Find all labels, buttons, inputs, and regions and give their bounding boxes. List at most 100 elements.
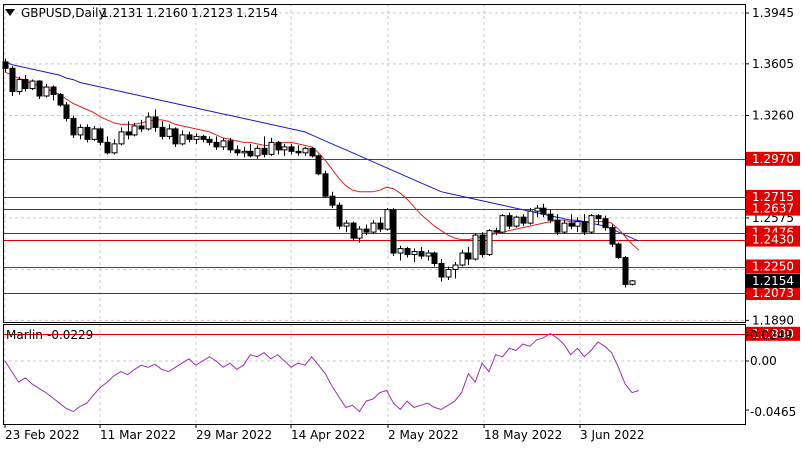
- candle-body[interactable]: [472, 234, 479, 260]
- candle-body[interactable]: [247, 150, 254, 157]
- candle-body[interactable]: [390, 209, 397, 254]
- candle-body[interactable]: [43, 86, 50, 97]
- candle-body[interactable]: [554, 219, 561, 233]
- candle-body[interactable]: [36, 80, 43, 97]
- candle-body[interactable]: [411, 251, 418, 256]
- price-level-tag: [746, 326, 800, 341]
- date-axis-label: 29 Mar 2022: [196, 428, 272, 442]
- candle-body[interactable]: [568, 222, 575, 227]
- candle-body[interactable]: [186, 134, 193, 140]
- candle-body[interactable]: [281, 146, 288, 151]
- candle-body[interactable]: [561, 222, 568, 233]
- candle-body[interactable]: [77, 126, 84, 136]
- candle-body[interactable]: [275, 141, 282, 151]
- candle-body[interactable]: [57, 94, 64, 106]
- price-level-label: 1.2715: [752, 190, 794, 204]
- candle-body[interactable]: [322, 173, 329, 197]
- candle-body[interactable]: [104, 141, 111, 154]
- candle-body[interactable]: [363, 228, 370, 233]
- candle-body[interactable]: [370, 222, 377, 233]
- candle-body[interactable]: [438, 263, 445, 278]
- candle-body[interactable]: [295, 150, 302, 154]
- candle-body[interactable]: [315, 155, 322, 175]
- candle-body[interactable]: [179, 134, 186, 145]
- candle-body[interactable]: [50, 86, 57, 96]
- candle-body[interactable]: [220, 140, 227, 148]
- candle-body[interactable]: [493, 230, 500, 233]
- candle-body[interactable]: [506, 215, 513, 227]
- candle-body[interactable]: [131, 125, 138, 136]
- candle-body[interactable]: [70, 117, 77, 136]
- candle-body[interactable]: [118, 131, 125, 145]
- candle-body[interactable]: [329, 195, 336, 206]
- candle-body[interactable]: [534, 207, 541, 212]
- candle-body[interactable]: [125, 131, 132, 136]
- candle-body[interactable]: [377, 222, 384, 230]
- candle-body[interactable]: [574, 221, 581, 227]
- candle-body[interactable]: [384, 209, 391, 230]
- candle-body[interactable]: [547, 213, 554, 221]
- candle-body[interactable]: [234, 149, 241, 154]
- candle-body[interactable]: [268, 141, 275, 155]
- candle-body[interactable]: [588, 215, 595, 233]
- candle-body[interactable]: [520, 216, 527, 224]
- candle-body[interactable]: [91, 128, 98, 140]
- candle-body[interactable]: [84, 126, 91, 140]
- candle-body[interactable]: [206, 138, 213, 143]
- candle-body[interactable]: [629, 280, 636, 285]
- candle-body[interactable]: [540, 207, 547, 215]
- candle-body[interactable]: [595, 215, 602, 220]
- candle-body[interactable]: [261, 147, 268, 155]
- candle-body[interactable]: [581, 221, 588, 233]
- candle-body[interactable]: [309, 147, 316, 157]
- candle-body[interactable]: [29, 80, 36, 90]
- candle-body[interactable]: [397, 248, 404, 254]
- current-price-tag: [746, 273, 800, 288]
- candle-body[interactable]: [254, 147, 261, 157]
- candle-body[interactable]: [513, 216, 520, 227]
- candle-body[interactable]: [418, 251, 425, 257]
- candle-body[interactable]: [200, 135, 207, 140]
- candle-body[interactable]: [499, 215, 506, 233]
- candle-body[interactable]: [486, 230, 493, 256]
- candle-body[interactable]: [159, 126, 166, 137]
- candle-body[interactable]: [288, 146, 295, 152]
- candle-body[interactable]: [343, 222, 350, 227]
- candle-body[interactable]: [479, 234, 486, 256]
- candle-body[interactable]: [63, 104, 70, 119]
- candle-body[interactable]: [609, 227, 616, 245]
- candle-body[interactable]: [111, 143, 118, 154]
- candle-body[interactable]: [356, 228, 363, 239]
- candle-body[interactable]: [138, 125, 145, 130]
- candle-body[interactable]: [302, 147, 309, 154]
- candle-body[interactable]: [336, 204, 343, 227]
- candle-body[interactable]: [431, 252, 438, 265]
- candle-body[interactable]: [622, 257, 629, 285]
- candle-body[interactable]: [425, 252, 432, 257]
- candle-body[interactable]: [152, 116, 159, 128]
- candle-body[interactable]: [193, 135, 200, 140]
- candle-body[interactable]: [166, 128, 173, 137]
- candle-body[interactable]: [350, 222, 357, 239]
- candle-body[interactable]: [145, 116, 152, 130]
- candle-body[interactable]: [227, 140, 234, 151]
- collapse-arrow-icon[interactable]: [5, 9, 15, 16]
- candle-body[interactable]: [452, 264, 459, 270]
- candle-body[interactable]: [445, 268, 452, 278]
- candle-body[interactable]: [465, 252, 472, 260]
- candle-body[interactable]: [22, 79, 29, 90]
- candle-body[interactable]: [172, 128, 179, 145]
- candle-body[interactable]: [97, 128, 104, 143]
- candle-body[interactable]: [459, 252, 466, 266]
- candle-body[interactable]: [602, 218, 609, 229]
- candle-body[interactable]: [527, 210, 534, 224]
- candle-body[interactable]: [213, 141, 220, 148]
- candle-body[interactable]: [404, 248, 411, 256]
- candle-body[interactable]: [241, 150, 248, 154]
- candle-body[interactable]: [615, 243, 622, 259]
- candle-body[interactable]: [9, 67, 16, 93]
- price-axis-label: 1.3605: [752, 57, 794, 71]
- candle-body[interactable]: [16, 79, 23, 93]
